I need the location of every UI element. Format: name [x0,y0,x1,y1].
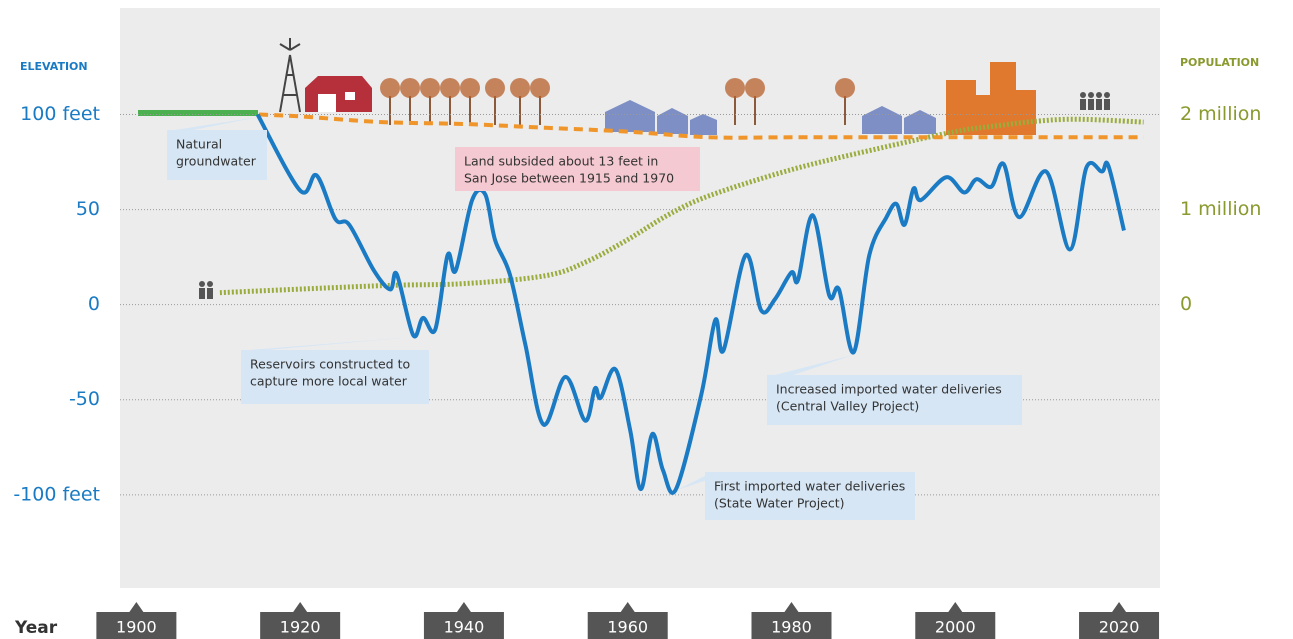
annotation-text: (State Water Project) [714,496,845,511]
y-tick-label: 100 feet [20,103,100,125]
tree-crown [420,78,440,98]
x-tick-marker [1079,602,1160,639]
x-tick-marker [423,602,504,639]
tree-crown [440,78,460,98]
y-tick-label: 50 [76,198,100,220]
x-tick-label: 1940 [444,618,485,637]
annotation-box [767,375,1022,425]
houses [605,100,936,135]
tree-crown [530,78,550,98]
x-tick-label: 2000 [935,618,976,637]
series-line [255,113,1126,495]
barn [305,76,372,112]
y-tick-label: -100 feet [13,483,100,505]
illustrations [138,38,1110,299]
tree-crown [745,78,765,98]
tree-crown [725,78,745,98]
x-tick-label: 1900 [116,618,157,637]
annotation-text: groundwater [176,154,257,169]
annotation-text: Land subsided about 13 feet in [464,154,658,169]
x-tick-label: 1980 [771,618,812,637]
x-tick-marker [915,602,996,639]
tree-crown [460,78,480,98]
tree-crown [485,78,505,98]
annotation-box [455,147,700,191]
y2-tick-label: 1 million [1180,198,1261,220]
tree-crown [380,78,400,98]
x-tick-label: 2020 [1099,618,1140,637]
x-tick-marker [751,602,832,639]
annotation-text: First imported water deliveries [714,479,905,494]
y-axis-title: ELEVATION [20,60,88,73]
y-tick-label: -50 [69,388,100,410]
annotation-text: (Central Valley Project) [776,399,919,414]
annotation-text: capture more local water [250,374,408,389]
windmill [279,38,301,113]
annotation-box [167,130,267,180]
y2-tick-label: 2 million [1180,103,1261,125]
x-tick-marker [587,602,668,639]
annotation-pointer [175,117,258,130]
annotation-text: Increased imported water deliveries [776,382,1002,397]
tree-crown [835,78,855,98]
annotation-text: San Jose between 1915 and 1970 [464,171,674,186]
x-tick-marker [260,602,341,639]
annotation-text: Reservoirs constructed to [250,357,410,372]
annotation-pointer [249,337,413,350]
annotation-box [705,472,915,520]
series-line [219,116,1144,296]
y-tick-label: 0 [88,293,100,315]
annotation-box [241,350,429,404]
annotation-text: Natural [176,137,222,152]
tree-crown [510,78,530,98]
people-icons [199,92,1110,299]
y2-axis-title: POPULATION [1180,56,1259,69]
x-tick-label: 1920 [280,618,321,637]
x-tick-label: 1960 [607,618,648,637]
tree-crown [400,78,420,98]
x-tick-marker [96,602,177,639]
series-line [259,112,1144,140]
x-axis-title: Year [14,618,58,638]
y2-tick-label: 0 [1180,293,1192,315]
annotation-pointer [775,355,853,375]
